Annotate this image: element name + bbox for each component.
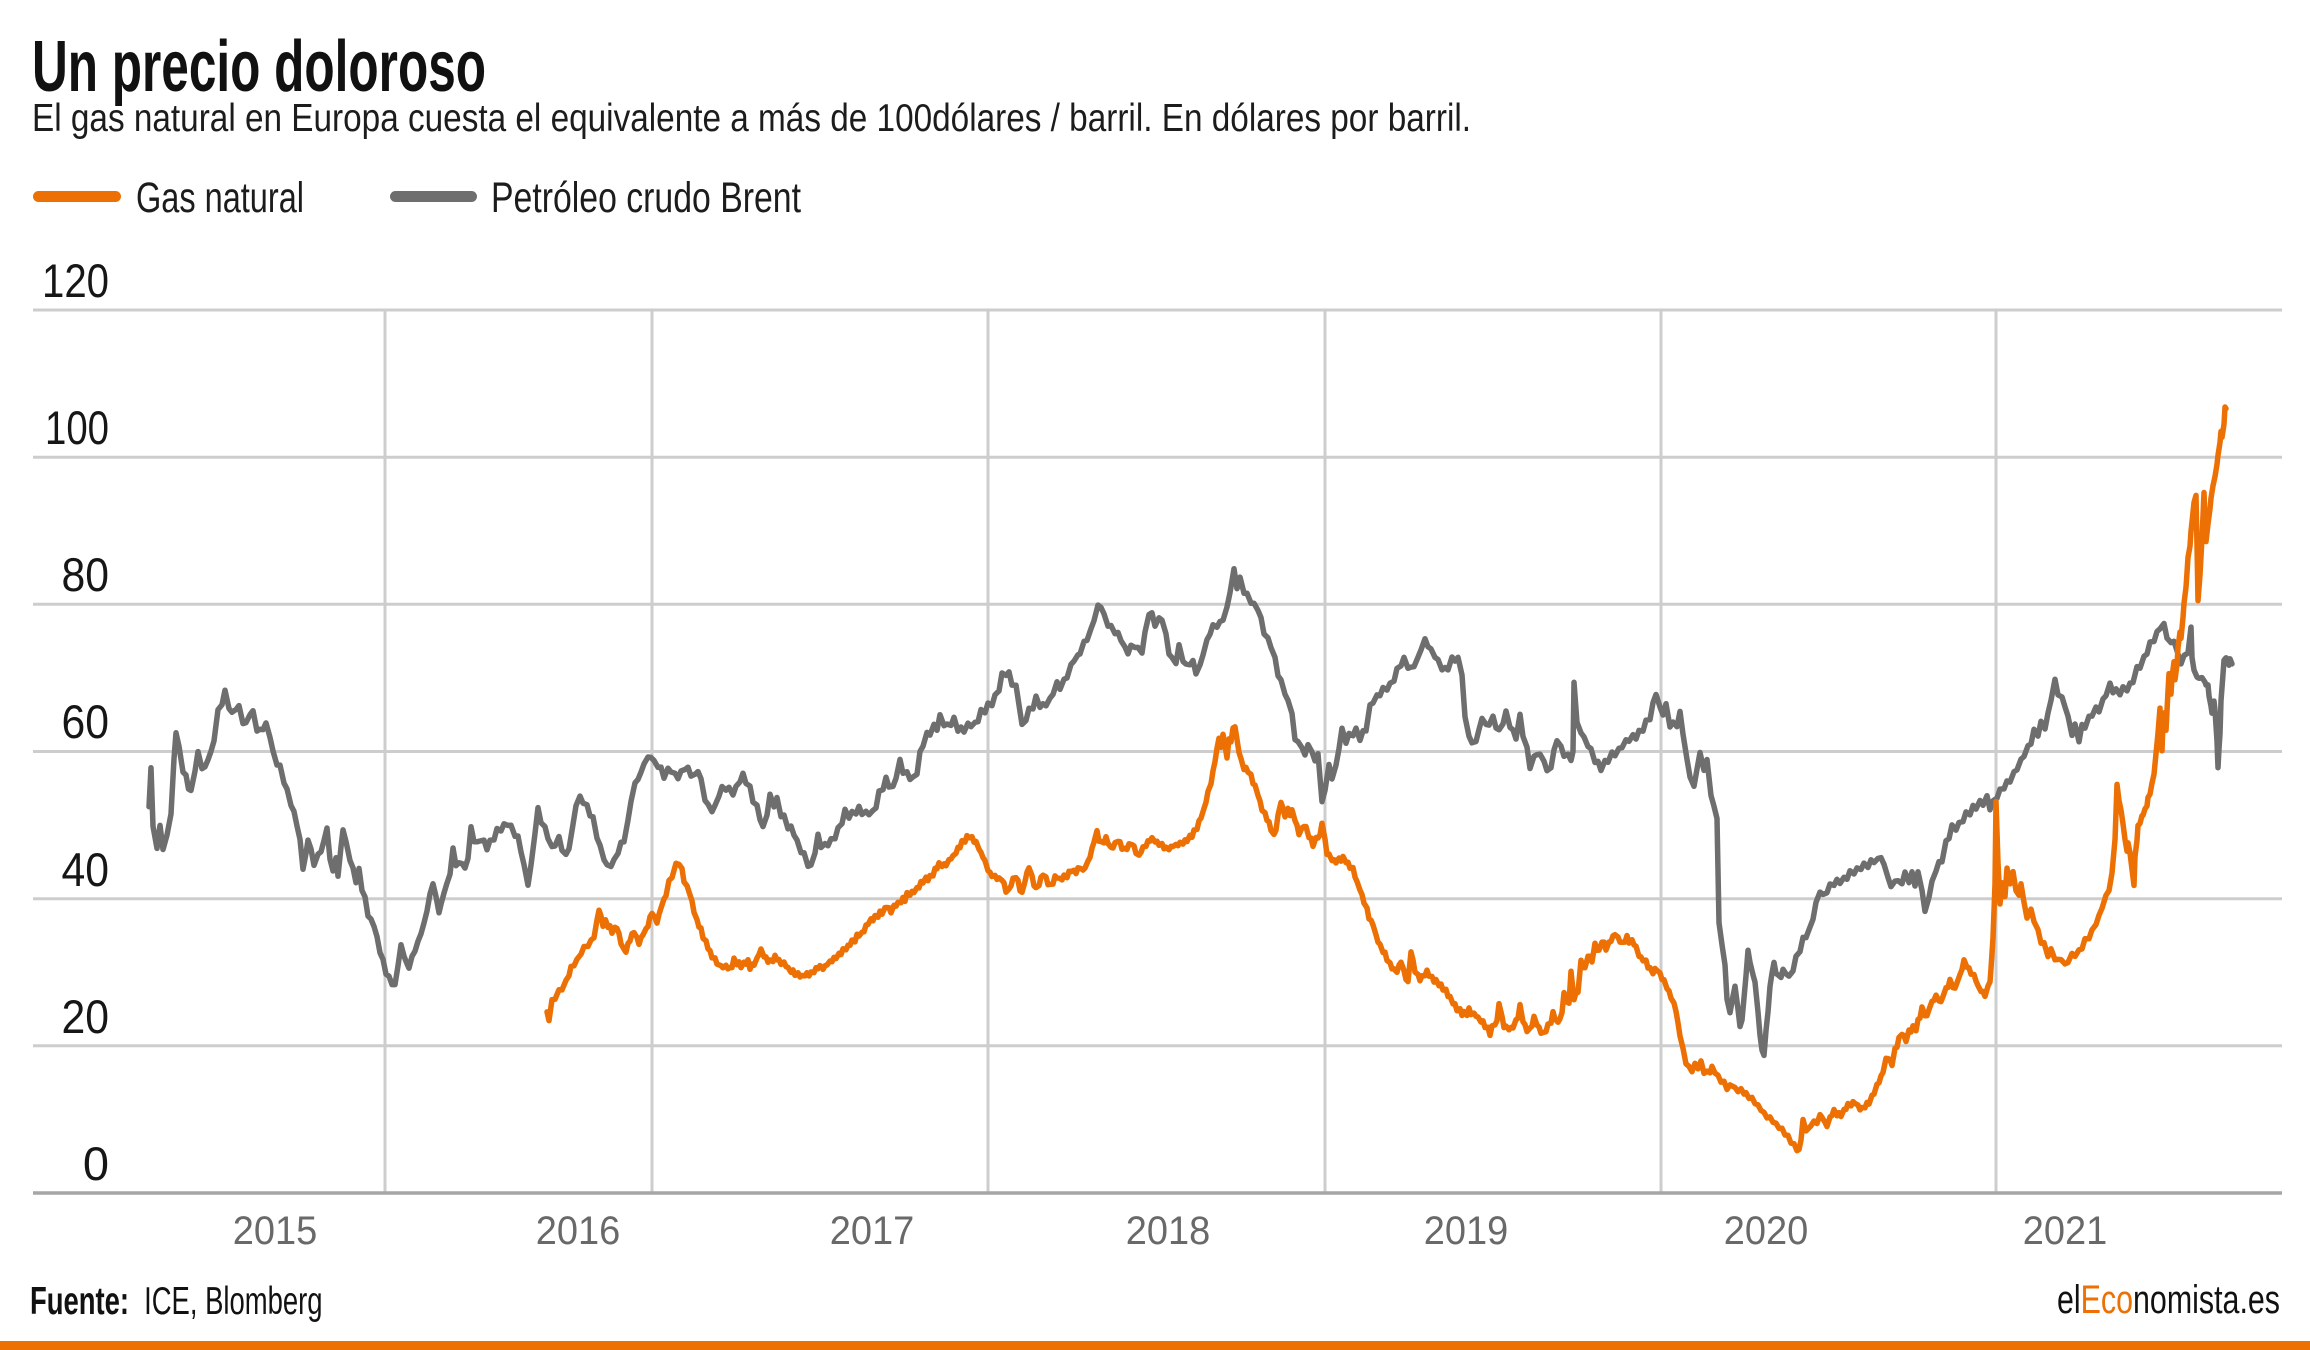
svg-text:2015: 2015 (233, 1209, 318, 1253)
svg-text:El gas natural en Europa cuest: El gas natural en Europa cuesta el equiv… (32, 97, 1471, 140)
svg-text:2017: 2017 (830, 1209, 915, 1253)
svg-text:Petróleo crudo Brent: Petróleo crudo Brent (491, 174, 801, 222)
svg-text:100: 100 (45, 401, 109, 454)
svg-text:Fuente: ICE, Blomberg: Fuente: ICE, Blomberg (30, 1280, 323, 1323)
svg-text:2021: 2021 (2023, 1209, 2108, 1253)
svg-text:2016: 2016 (536, 1209, 621, 1253)
svg-text:40: 40 (62, 843, 110, 896)
svg-text:2019: 2019 (1424, 1209, 1509, 1253)
svg-text:Gas natural: Gas natural (136, 174, 304, 222)
svg-text:2018: 2018 (1126, 1209, 1211, 1253)
svg-text:2020: 2020 (1724, 1209, 1809, 1253)
svg-text:Un precio doloroso: Un precio doloroso (32, 27, 486, 107)
svg-text:0: 0 (83, 1137, 109, 1190)
svg-text:80: 80 (62, 548, 110, 601)
svg-text:120: 120 (42, 254, 109, 307)
svg-text:60: 60 (62, 695, 110, 748)
svg-text:20: 20 (62, 990, 110, 1043)
svg-text:elEconomista.es: elEconomista.es (2057, 1278, 2280, 1322)
